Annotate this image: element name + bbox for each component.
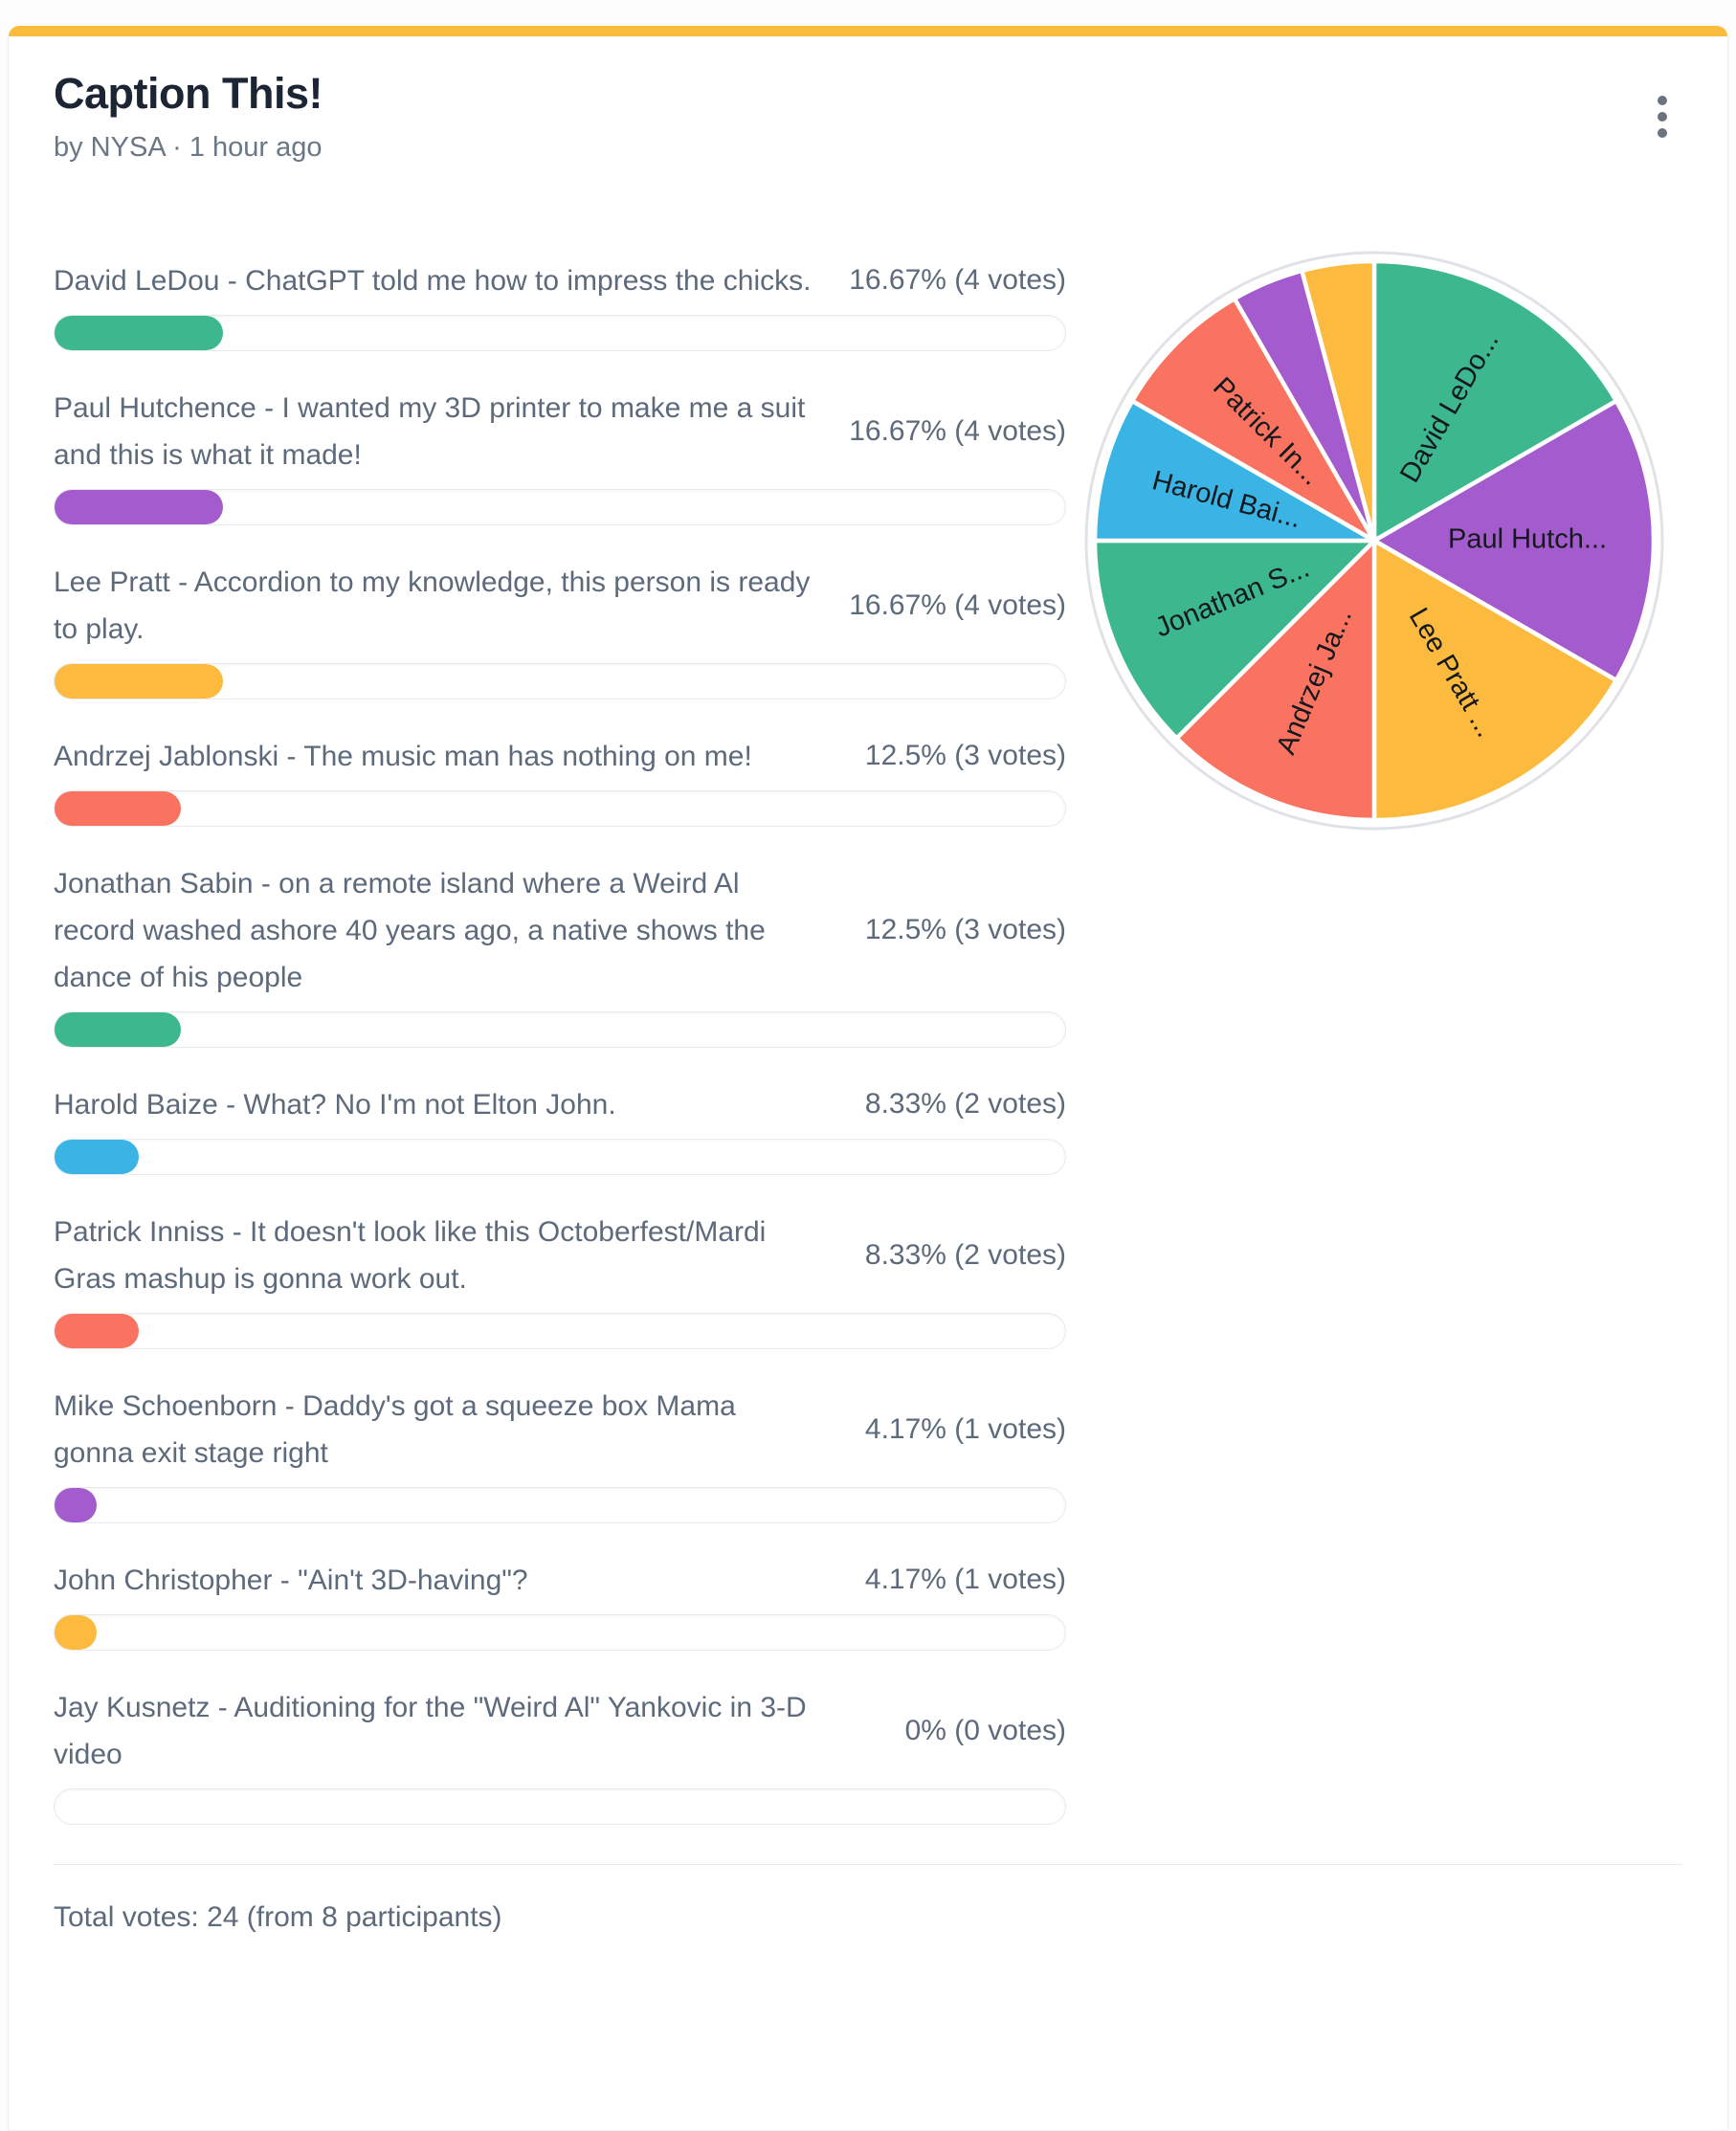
option-bar-fill [55,489,224,524]
pie-slice [1092,398,1377,543]
poll-title: Caption This! [54,69,323,118]
option-label: David LeDou - ChatGPT told me how to imp… [54,264,812,297]
poll-option[interactable]: Andrzej Jablonski - The music man has no… [54,733,1066,827]
option-bar-fill [55,1487,98,1522]
option-bar-fill [55,1139,139,1174]
option-header: Paul Hutchence - I wanted my 3D printer … [54,385,1066,478]
pie-slice [1371,398,1657,682]
option-result: 16.67% (4 votes) [849,588,1066,621]
pie-chart: David LeDo...Paul Hutch...Lee Pratt ...A… [1084,251,1664,831]
poll-byline: by NYSA · 1 hour ago [54,131,323,163]
option-result: 8.33% (2 votes) [864,1238,1066,1271]
option-bar-track [54,1787,1066,1825]
option-header: Jonathan Sabin - on a remote island wher… [54,860,1066,1001]
poll-option[interactable]: Lee Pratt - Accordion to my knowledge, t… [54,559,1066,699]
card-accent-bar [9,26,1727,36]
option-header: Jay Kusnetz - Auditioning for the "Weird… [54,1684,1066,1778]
option-bar-track [54,1486,1066,1523]
option-header: Mike Schoenborn - Daddy's got a squeeze … [54,1383,1066,1476]
option-result: 12.5% (3 votes) [864,914,1066,946]
option-label: Mike Schoenborn - Daddy's got a squeeze … [54,1389,736,1469]
option-label: Lee Pratt - Accordion to my knowledge, t… [54,566,811,645]
poll-content: David LeDou - ChatGPT told me how to imp… [54,251,1682,1858]
option-bar-fill [55,315,224,350]
option-bar-track [54,789,1066,827]
options-list: David LeDou - ChatGPT told me how to imp… [54,257,1066,1858]
option-label: Jay Kusnetz - Auditioning for the "Weird… [54,1691,807,1770]
option-header: John Christopher - "Ain't 3D-having"? 4.1… [54,1557,1066,1604]
option-label: Andrzej Jablonski - The music man has no… [54,740,752,772]
option-result: 16.67% (4 votes) [849,414,1066,447]
kebab-dot-icon [1658,127,1667,138]
option-header: Andrzej Jablonski - The music man has no… [54,733,1066,780]
pie-slice [1300,258,1377,543]
option-bar-track [54,488,1066,525]
option-bar-track [54,1312,1066,1349]
option-result: 12.5% (3 votes) [864,740,1066,772]
option-header: Harold Baize - What? No I'm not Elton Jo… [54,1081,1066,1128]
poll-option[interactable]: John Christopher - "Ain't 3D-having"? 4.1… [54,1557,1066,1651]
option-result: 0% (0 votes) [904,1714,1066,1746]
option-header: Patrick Inniss - It doesn't look like th… [54,1209,1066,1302]
more-options-button[interactable] [1644,82,1680,150]
option-label: John Christopher - "Ain't 3D-having"? [54,1564,528,1596]
poll-header: Caption This! by NYSA · 1 hour ago [54,69,1682,164]
pie-slice [1174,538,1377,822]
option-bar-fill [55,1313,139,1348]
poll-card: Caption This! by NYSA · 1 hour ago David… [8,26,1728,2131]
pie-chart-area: David LeDo... Paul Hutch... Lee Pratt ... A… [1066,244,1682,1858]
option-label: Harold Baize - What? No I'm not Elton Jo… [54,1088,616,1121]
pie-slice [1371,538,1619,822]
option-header: Lee Pratt - Accordion to my knowledge, t… [54,559,1066,653]
option-label: Paul Hutchence - I wanted my 3D printer … [54,391,806,471]
kebab-dot-icon [1658,111,1667,122]
pie-slice [1092,538,1377,741]
option-bar-track [54,1010,1066,1048]
pie-slice [1371,258,1619,543]
option-bar-track [54,1613,1066,1651]
option-bar-fill [55,663,224,699]
kebab-dot-icon [1658,95,1667,105]
option-label: Jonathan Sabin - on a remote island wher… [54,867,766,993]
pie-slice-label: Paul Hutch... [1448,523,1607,554]
pie-slice [1129,296,1377,543]
poll-option[interactable]: David LeDou - ChatGPT told me how to imp… [54,257,1066,351]
option-result: 4.17% (1 votes) [864,1412,1066,1445]
poll-option[interactable]: Harold Baize - What? No I'm not Elton Jo… [54,1081,1066,1175]
option-bar-fill [55,1011,181,1047]
footer-divider [54,1863,1682,1865]
option-label: Patrick Inniss - It doesn't look like th… [54,1215,767,1295]
option-bar-track [54,1138,1066,1175]
option-header: David LeDou - ChatGPT told me how to imp… [54,257,1066,304]
option-result: 4.17% (1 votes) [864,1564,1066,1596]
poll-option[interactable]: Paul Hutchence - I wanted my 3D printer … [54,385,1066,525]
poll-option[interactable]: Mike Schoenborn - Daddy's got a squeeze … [54,1383,1066,1523]
poll-option[interactable]: Patrick Inniss - It doesn't look like th… [54,1209,1066,1349]
option-bar-track [54,314,1066,351]
option-result: 8.33% (2 votes) [864,1088,1066,1121]
poll-option[interactable]: Jonathan Sabin - on a remote island wher… [54,860,1066,1048]
option-bar-fill [55,790,181,826]
option-bar-track [54,662,1066,699]
poll-option[interactable]: Jay Kusnetz - Auditioning for the "Weird… [54,1684,1066,1825]
option-bar-fill [55,1614,98,1650]
total-votes: Total votes: 24 (from 8 participants) [54,1900,502,1933]
option-result: 16.67% (4 votes) [849,264,1066,297]
